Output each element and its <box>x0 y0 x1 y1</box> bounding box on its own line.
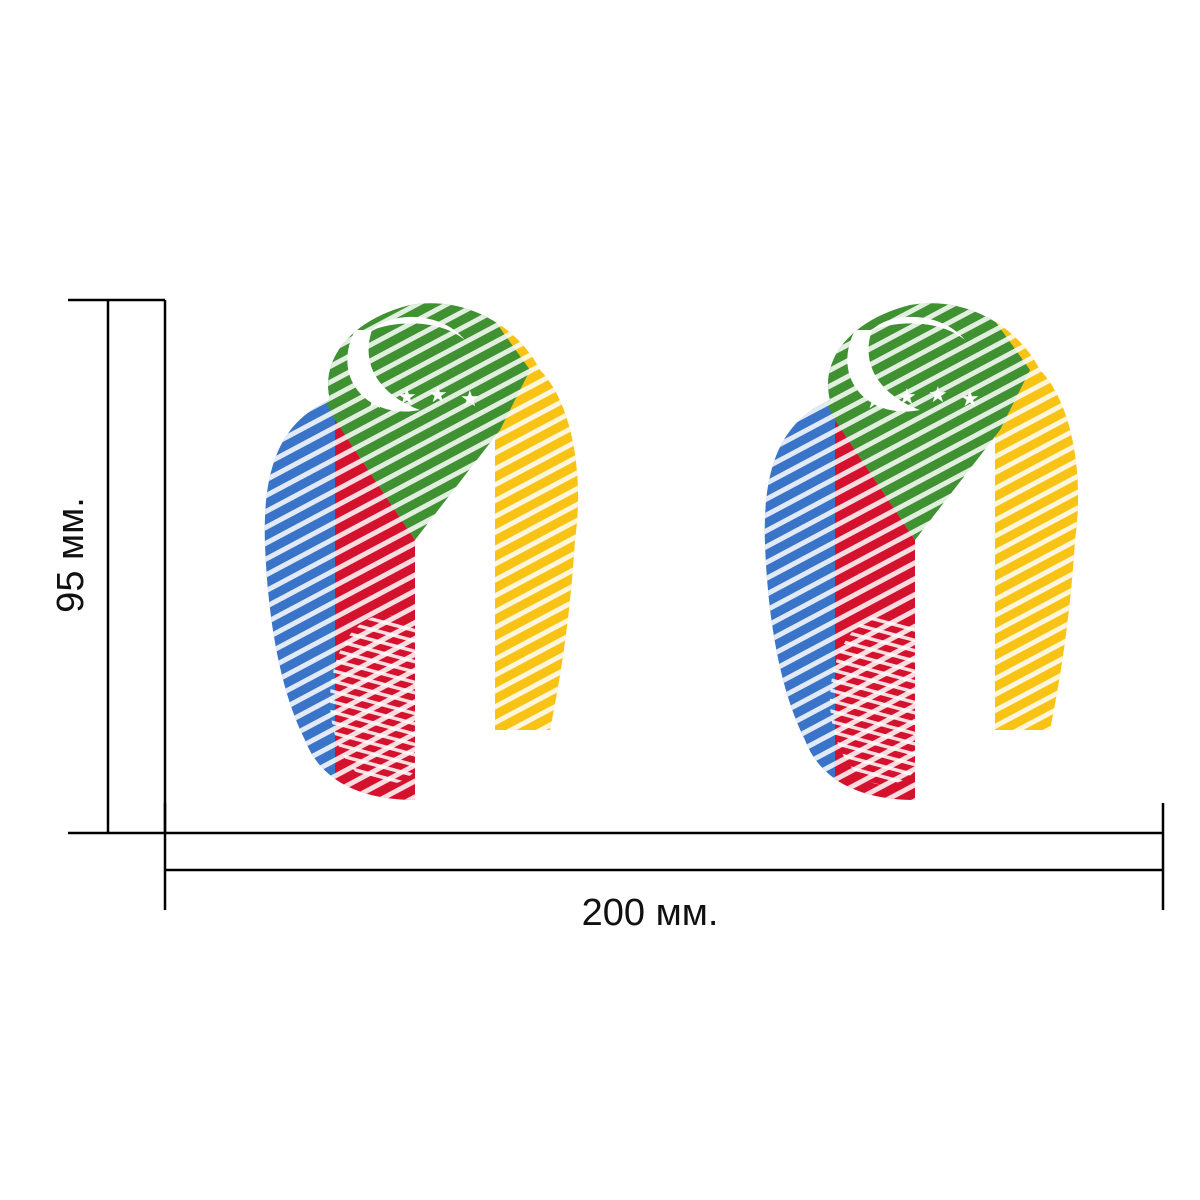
height-label: 95 мм. <box>50 497 92 613</box>
width-label: 200 мм. <box>582 892 719 934</box>
fingerprint-flag-right: ★ ★ ★ ★ <box>764 303 1079 800</box>
dimension-lines <box>68 298 1165 910</box>
fingerprint-flag-left: ★ ★ ★ ★ <box>264 303 579 800</box>
